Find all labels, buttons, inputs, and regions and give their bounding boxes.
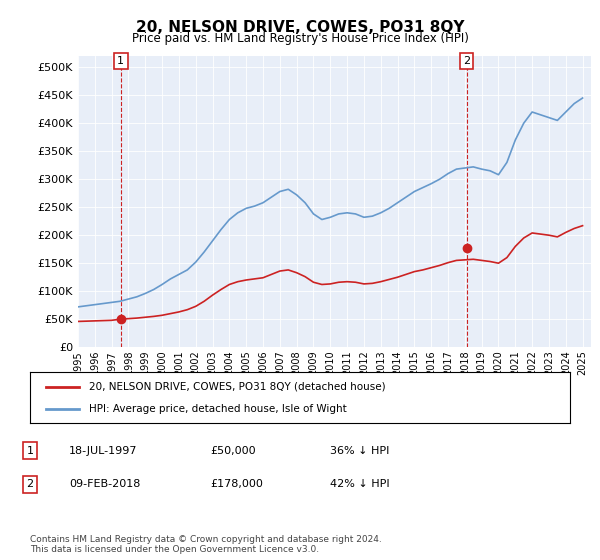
Text: 36% ↓ HPI: 36% ↓ HPI bbox=[330, 446, 389, 456]
Text: 1: 1 bbox=[117, 56, 124, 66]
Text: £50,000: £50,000 bbox=[210, 446, 256, 456]
Text: 1: 1 bbox=[26, 446, 34, 456]
Text: 09-FEB-2018: 09-FEB-2018 bbox=[69, 479, 140, 489]
Text: 2: 2 bbox=[26, 479, 34, 489]
Text: 18-JUL-1997: 18-JUL-1997 bbox=[69, 446, 137, 456]
Text: 2: 2 bbox=[463, 56, 470, 66]
Text: Contains HM Land Registry data © Crown copyright and database right 2024.
This d: Contains HM Land Registry data © Crown c… bbox=[30, 535, 382, 554]
Text: 20, NELSON DRIVE, COWES, PO31 8QY: 20, NELSON DRIVE, COWES, PO31 8QY bbox=[136, 20, 464, 35]
Text: 20, NELSON DRIVE, COWES, PO31 8QY (detached house): 20, NELSON DRIVE, COWES, PO31 8QY (detac… bbox=[89, 381, 386, 391]
Text: £178,000: £178,000 bbox=[210, 479, 263, 489]
Text: Price paid vs. HM Land Registry's House Price Index (HPI): Price paid vs. HM Land Registry's House … bbox=[131, 32, 469, 45]
Text: 42% ↓ HPI: 42% ↓ HPI bbox=[330, 479, 389, 489]
Text: HPI: Average price, detached house, Isle of Wight: HPI: Average price, detached house, Isle… bbox=[89, 404, 347, 414]
